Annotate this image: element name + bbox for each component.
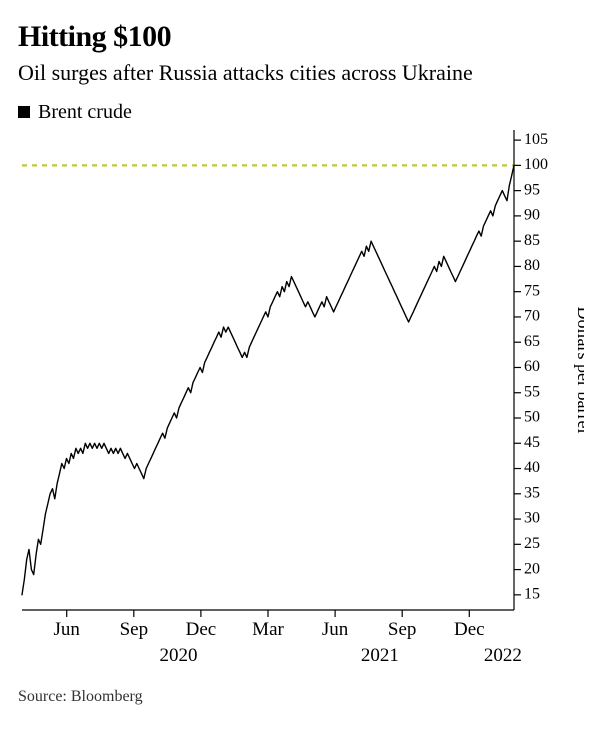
y-tick-label: 55: [524, 383, 540, 400]
y-tick-label: 60: [524, 358, 540, 375]
y-tick-label: 45: [524, 433, 540, 450]
chart-title: Hitting $100: [18, 20, 582, 53]
y-tick-label: 95: [524, 181, 540, 198]
y-tick-label: 85: [524, 231, 540, 248]
source-line: Source: Bloomberg: [18, 688, 582, 706]
x-year-label: 2020: [160, 645, 198, 666]
y-tick-label: 30: [524, 509, 540, 526]
line-chart: 15 20 25 30 35 40 45 50 55 60 65 70 75 80 85 90 95 100 105…: [18, 126, 584, 674]
y-tick-label: 70: [524, 307, 540, 324]
chart-subtitle: Oil surges after Russia attacks cities a…: [18, 59, 582, 87]
y-tick-label: 80: [524, 257, 540, 274]
y-axis-label: Dollars per barrel: [574, 306, 584, 433]
x-tick-label: Dec: [186, 619, 217, 640]
x-tick-label: Dec: [454, 619, 485, 640]
legend: Brent crude: [18, 101, 582, 124]
y-tick-label: 20: [524, 560, 540, 577]
x-tick-label: Jun: [322, 619, 349, 640]
chart-area: 15 20 25 30 35 40 45 50 55 60 65 70 75 80 85 90 95 100 105…: [18, 126, 582, 674]
x-tick-label: Jun: [54, 619, 81, 640]
y-tick-label: 65: [524, 332, 540, 349]
x-year-label: 2022: [484, 645, 522, 666]
x-tick-label: Mar: [252, 619, 284, 640]
y-tick-label: 40: [524, 459, 540, 476]
y-tick-label: 105: [524, 130, 548, 147]
y-tick-label: 15: [524, 585, 540, 602]
y-tick-label: 75: [524, 282, 540, 299]
x-tick-label: Sep: [388, 619, 417, 640]
y-tick-label: 50: [524, 408, 540, 425]
x-tick-label: Sep: [120, 619, 149, 640]
y-tick-label: 90: [524, 206, 540, 223]
y-tick-label: 35: [524, 484, 540, 501]
x-year-label: 2021: [361, 645, 399, 666]
legend-label: Brent crude: [38, 101, 132, 124]
y-tick-label: 25: [524, 534, 540, 551]
y-tick-label: 100: [524, 156, 548, 173]
legend-swatch: [18, 106, 30, 118]
